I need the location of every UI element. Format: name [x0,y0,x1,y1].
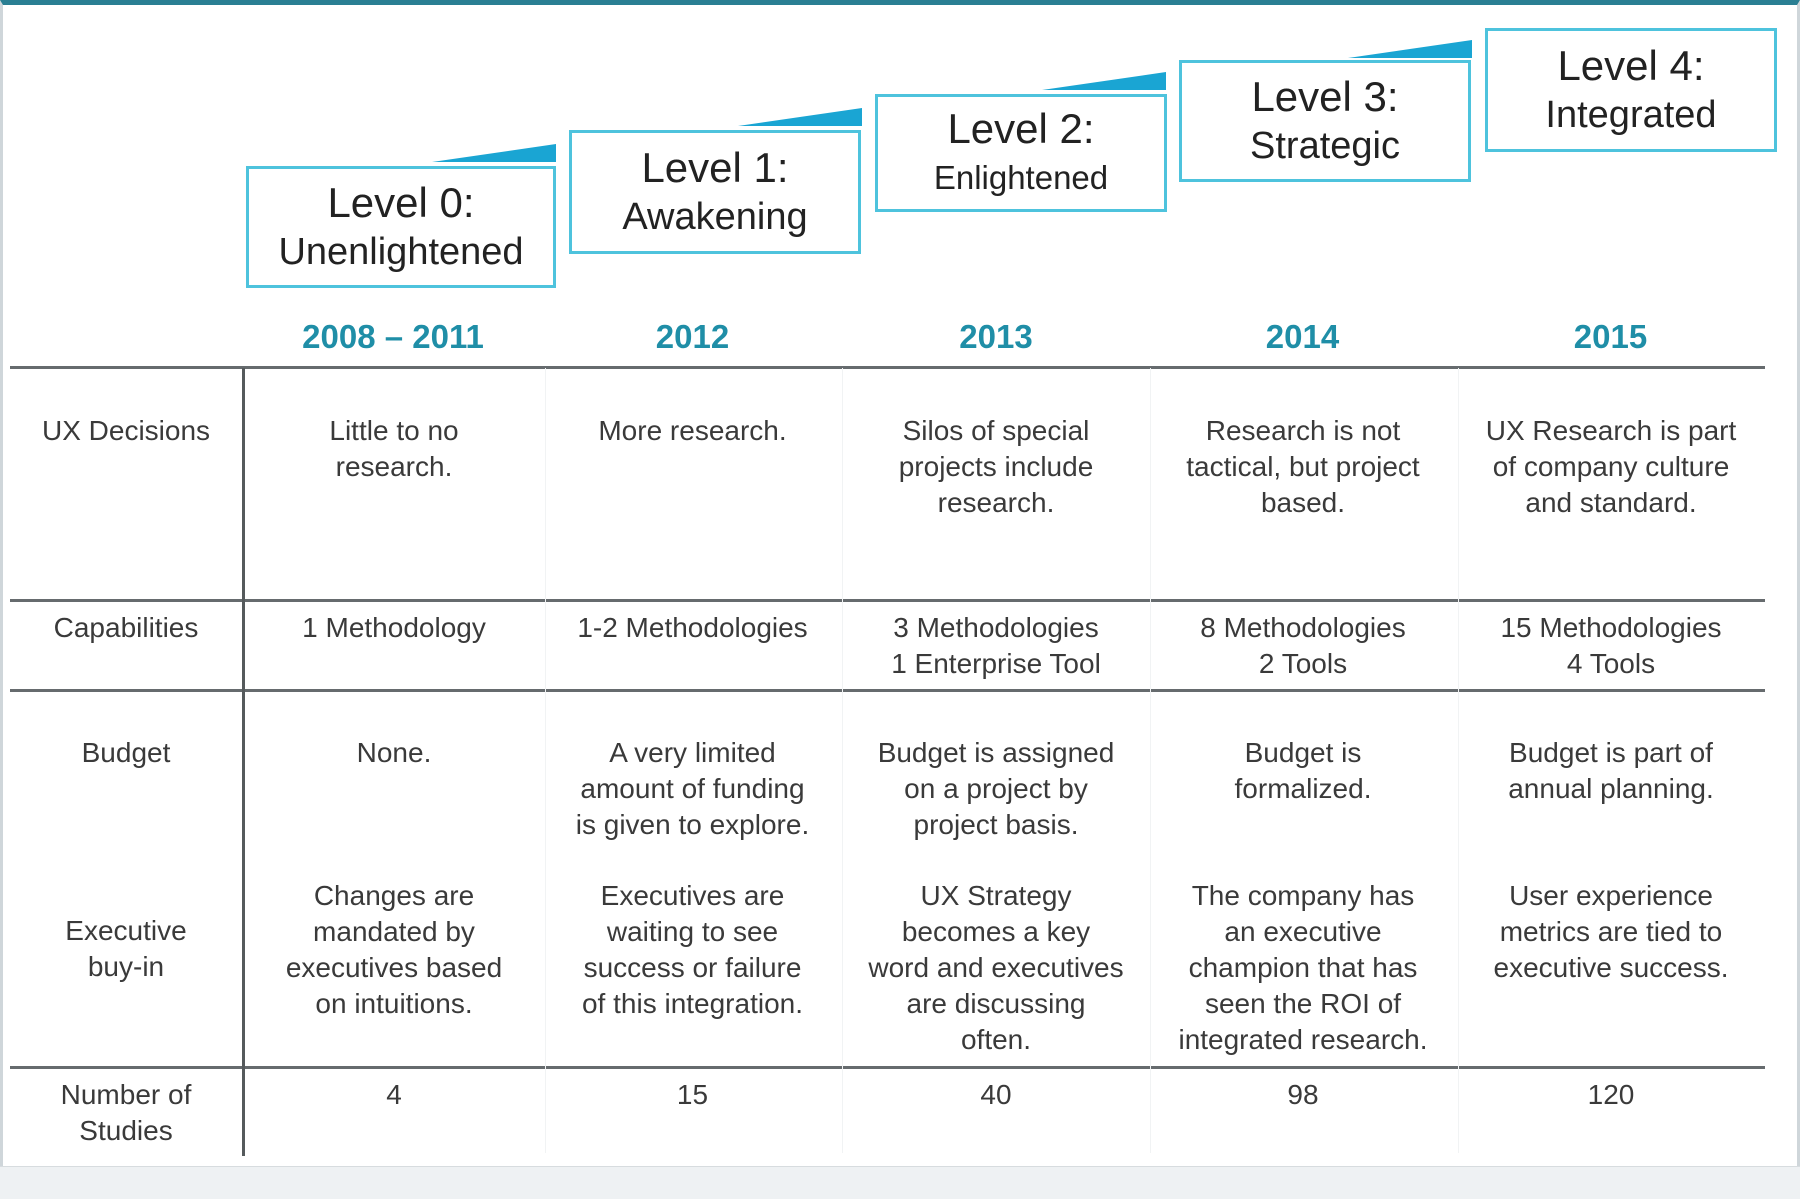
cell-number-of-studies-0: 4 [386,1079,402,1110]
cell-capabilities-0: 1 Methodology [302,612,486,643]
column-separator [545,368,546,1153]
level-4-box: Level 4: Integrated [1485,28,1777,152]
level-1-wedge [738,108,862,126]
cell-ux-decisions-1: More research. [598,415,787,446]
level-2-wedge [1042,72,1166,90]
cell-number-of-studies-3: 98 [1287,1079,1319,1110]
level-2-title: Level 2: [947,105,1095,152]
cell-capabilities-2: 3 Methodologies 1 Enterprise Tool [891,612,1101,679]
table-rule-capabilities [10,599,1765,602]
row-label-ux-decisions: UX Decisions [41,415,211,446]
cell-ux-decisions-3: Research is not tactical, but project base… [1186,415,1420,518]
row-label-number-of-studies: Number of Studies [60,1079,192,1146]
cell-budget-2: Budget is assigned on a project by project… [877,737,1115,840]
level-0-box: Level 0: Unenlightened [246,166,556,288]
table-rule-studies [10,1066,1765,1069]
cell-number-of-studies-1: 15 [676,1079,709,1110]
level-0-wedge [432,144,556,162]
level-3-wedge [1348,40,1472,58]
cell-ux-decisions-0: Little to no research. [329,415,459,482]
level-1-box: Level 1: Awakening [569,130,861,254]
cell-executive-buyin-3: The company has an executive champion that… [1178,880,1428,1055]
cell-ux-decisions-4: UX Research is part of company culture and… [1485,415,1737,518]
table-rule-vertical [242,368,245,1156]
cell-budget-0: None. [356,737,432,768]
column-separator [1458,368,1459,1153]
cell-number-of-studies-2: 40 [980,1079,1012,1110]
cell-executive-buyin-2: UX Strategy becomes a key word and executi… [868,880,1124,1055]
level-4-subtitle: Integrated [1545,94,1717,136]
year-3: 2014 [1265,318,1340,355]
level-2-subtitle: Enlightened [933,159,1109,196]
column-separator [1150,368,1151,1153]
row-label-budget: Budget [81,737,171,768]
cell-budget-3: Budget is formalized. [1234,737,1372,804]
cell-ux-decisions-2: Silos of special projects include research… [898,415,1094,518]
column-separator [842,368,843,1153]
table-rule-top [10,366,1765,369]
cell-capabilities-1: 1-2 Methodologies [577,612,808,643]
table-rule-budget [10,689,1765,692]
cell-budget-4: Budget is part of annual planning. [1508,737,1714,804]
cell-budget-1: A very limited amount of funding is given … [575,737,810,840]
cell-capabilities-3: 8 Methodologies 2 Tools [1200,612,1406,679]
level-0-subtitle: Unenlightened [278,231,524,273]
row-label-capabilities: Capabilities [53,612,199,643]
cell-capabilities-4: 15 Methodologies 4 Tools [1500,612,1722,679]
level-4-title: Level 4: [1557,42,1705,89]
level-3-box: Level 3: Strategic [1179,60,1471,182]
year-0: 2008 – 2011 [302,318,484,355]
level-0-title: Level 0: [327,179,475,226]
year-2: 2013 [959,318,1033,355]
cell-executive-buyin-4: User experience metrics are tied to execut… [1493,880,1729,983]
level-1-title: Level 1: [641,144,789,191]
year-1: 2012 [655,318,730,355]
cell-number-of-studies-4: 120 [1587,1079,1635,1110]
level-1-subtitle: Awakening [622,196,808,238]
level-3-title: Level 3: [1251,73,1399,120]
row-label-executive-buyin: Executive buy-in [65,915,187,982]
bottom-band [0,1166,1800,1199]
year-4: 2015 [1573,318,1648,355]
level-3-subtitle: Strategic [1250,125,1400,167]
cell-executive-buyin-0: Changes are mandated by executives based on… [285,880,503,1019]
cell-executive-buyin-1: Executives are waiting to see success or f… [581,880,804,1019]
level-2-box: Level 2: Enlightened [875,94,1167,212]
